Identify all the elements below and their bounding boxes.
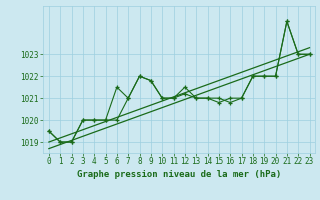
X-axis label: Graphe pression niveau de la mer (hPa): Graphe pression niveau de la mer (hPa) [77, 170, 281, 179]
